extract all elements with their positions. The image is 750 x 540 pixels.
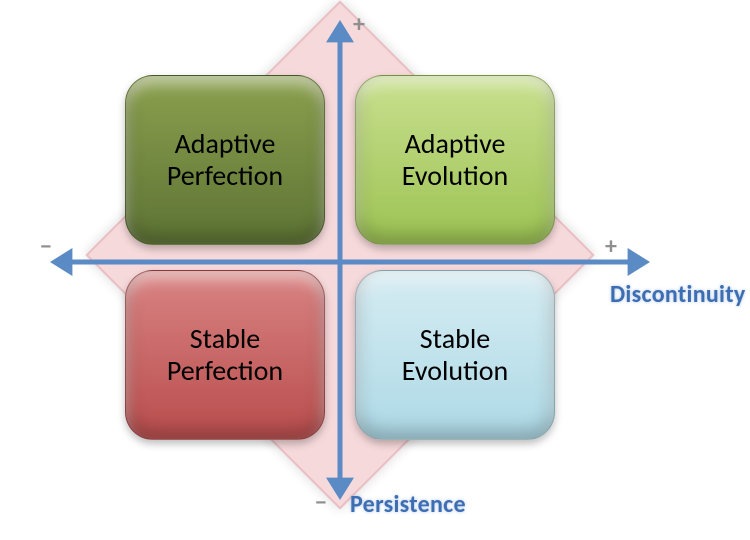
plus-sign-right: + (605, 232, 617, 261)
quadrant-adaptive-perfection: Adaptive Perfection (125, 75, 325, 245)
minus-sign-bottom: − (315, 488, 327, 517)
quadrant-stable-perfection: Stable Perfection (125, 270, 325, 440)
diagram-canvas: Adaptive Perfection Adaptive Evolution S… (0, 0, 750, 540)
x-axis-label: Discontinuity (610, 280, 746, 309)
quadrant-label-line1: Adaptive (392, 128, 518, 160)
minus-sign-left: − (40, 232, 52, 261)
plus-sign-top: + (353, 10, 365, 39)
y-axis-label: Persistence (350, 490, 466, 519)
quadrant-adaptive-evolution: Adaptive Evolution (355, 75, 555, 245)
quadrant-label-line1: Stable (157, 323, 293, 355)
quadrant-label-line2: Perfection (157, 355, 293, 387)
quadrant-label-line1: Stable (392, 323, 518, 355)
quadrant-label-line2: Evolution (392, 355, 518, 387)
quadrant-label-line2: Perfection (157, 160, 293, 192)
quadrant-label-line2: Evolution (392, 160, 518, 192)
quadrant-stable-evolution: Stable Evolution (355, 270, 555, 440)
quadrant-label-line1: Adaptive (157, 128, 293, 160)
